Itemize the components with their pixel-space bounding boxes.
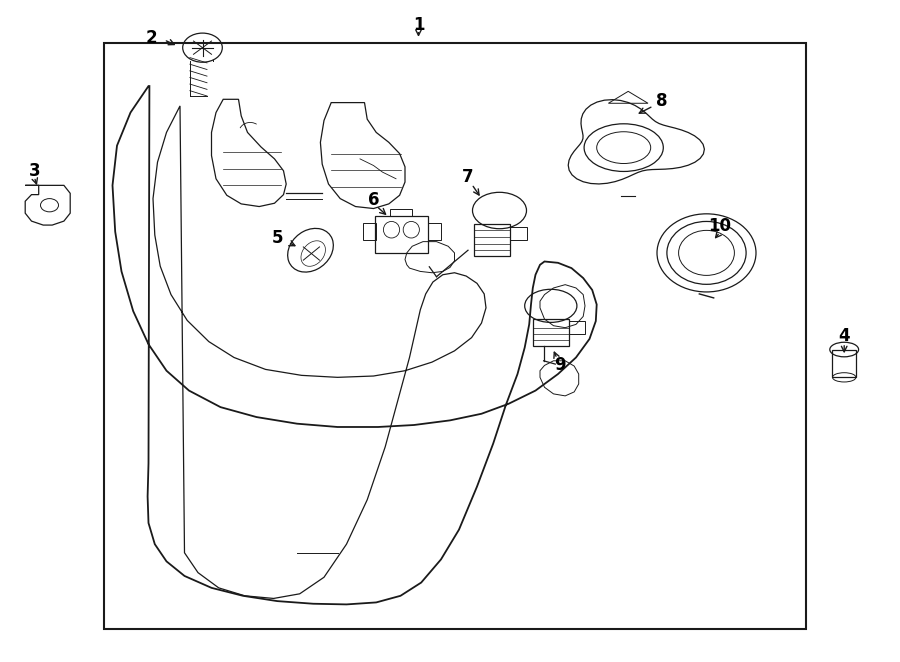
Bar <box>104 43 806 629</box>
Text: 6: 6 <box>368 191 379 209</box>
Bar <box>474 224 510 256</box>
Bar <box>390 209 412 216</box>
Bar <box>510 227 526 240</box>
Bar <box>375 216 428 253</box>
Text: 10: 10 <box>708 217 732 236</box>
Bar <box>428 223 441 240</box>
Text: 5: 5 <box>272 229 283 248</box>
Bar <box>533 319 569 346</box>
Text: 2: 2 <box>146 29 157 48</box>
Bar <box>569 321 585 334</box>
Text: 9: 9 <box>554 356 565 375</box>
Text: 4: 4 <box>839 327 850 346</box>
Text: 1: 1 <box>413 16 424 34</box>
Bar <box>832 350 856 377</box>
Bar <box>363 223 376 240</box>
Text: 7: 7 <box>463 168 473 187</box>
Text: 8: 8 <box>656 91 667 110</box>
Text: 3: 3 <box>29 162 40 180</box>
